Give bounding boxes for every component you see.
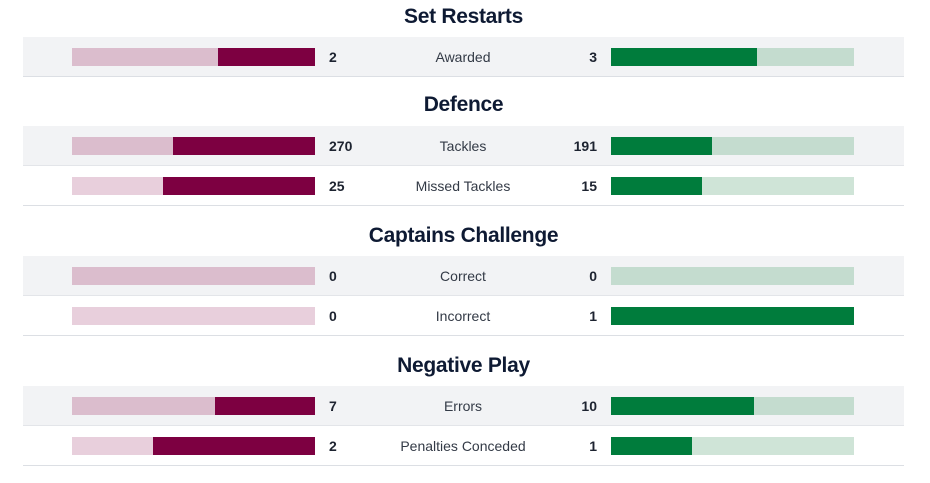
away-value: 3 [589, 49, 597, 65]
section-title: Defence [423, 93, 504, 116]
home-bar-fill [214, 397, 315, 415]
home-bar [72, 267, 315, 285]
stat-label: Tackles [439, 138, 487, 154]
home-bar [72, 397, 315, 415]
stat-label: Awarded [435, 49, 491, 65]
away-bar [611, 177, 854, 195]
away-bar [611, 48, 854, 66]
away-value: 191 [573, 138, 597, 154]
away-bar-fill [611, 437, 692, 455]
stat-row-awarded: 2 Awarded 3 [23, 37, 904, 77]
away-value: 10 [581, 398, 597, 414]
away-bar-fill [611, 307, 854, 325]
home-bar [72, 177, 315, 195]
away-bar-fill [611, 177, 703, 195]
stat-label: Missed Tackles [415, 178, 511, 194]
away-bar [611, 267, 854, 285]
stat-row-tackles: 270 Tackles 191 [23, 126, 904, 166]
stat-row-incorrect: 0 Incorrect 1 [23, 296, 904, 336]
home-bar-fill [163, 177, 315, 195]
stat-row-errors: 7 Errors 10 [23, 386, 904, 426]
home-bar [72, 307, 315, 325]
home-bar-fill [153, 437, 315, 455]
stat-row-correct: 0 Correct 0 [23, 256, 904, 296]
home-value: 2 [329, 438, 337, 454]
home-value: 7 [329, 398, 337, 414]
stat-label: Penalties Conceded [400, 438, 526, 454]
away-bar [611, 397, 854, 415]
home-bar-fill [217, 48, 315, 66]
home-bar-track [72, 267, 315, 285]
home-bar [72, 48, 315, 66]
section-title: Set Restarts [404, 5, 523, 28]
stat-row-missed-tackles: 25 Missed Tackles 15 [23, 166, 904, 206]
away-value: 1 [589, 308, 597, 324]
away-bar-fill [611, 48, 757, 66]
away-value: 0 [589, 268, 597, 284]
home-value: 270 [329, 138, 353, 154]
home-value: 2 [329, 49, 337, 65]
home-value: 0 [329, 268, 337, 284]
away-bar-fill [611, 397, 754, 415]
away-bar-track [611, 267, 854, 285]
stat-row-penalties-conceded: 2 Penalties Conceded 1 [23, 426, 904, 466]
home-value: 25 [329, 178, 345, 194]
home-value: 0 [329, 308, 337, 324]
away-bar [611, 307, 854, 325]
away-bar-fill [611, 137, 712, 155]
away-value: 15 [581, 178, 597, 194]
section-title: Negative Play [397, 354, 530, 377]
home-bar-fill [172, 137, 315, 155]
home-bar [72, 137, 315, 155]
stat-label: Correct [440, 268, 486, 284]
away-bar [611, 437, 854, 455]
away-value: 1 [589, 438, 597, 454]
home-bar [72, 437, 315, 455]
home-bar-track [72, 307, 315, 325]
stat-label: Incorrect [435, 308, 491, 324]
stat-label: Errors [443, 398, 483, 414]
away-bar [611, 137, 854, 155]
section-title: Captains Challenge [368, 224, 559, 247]
